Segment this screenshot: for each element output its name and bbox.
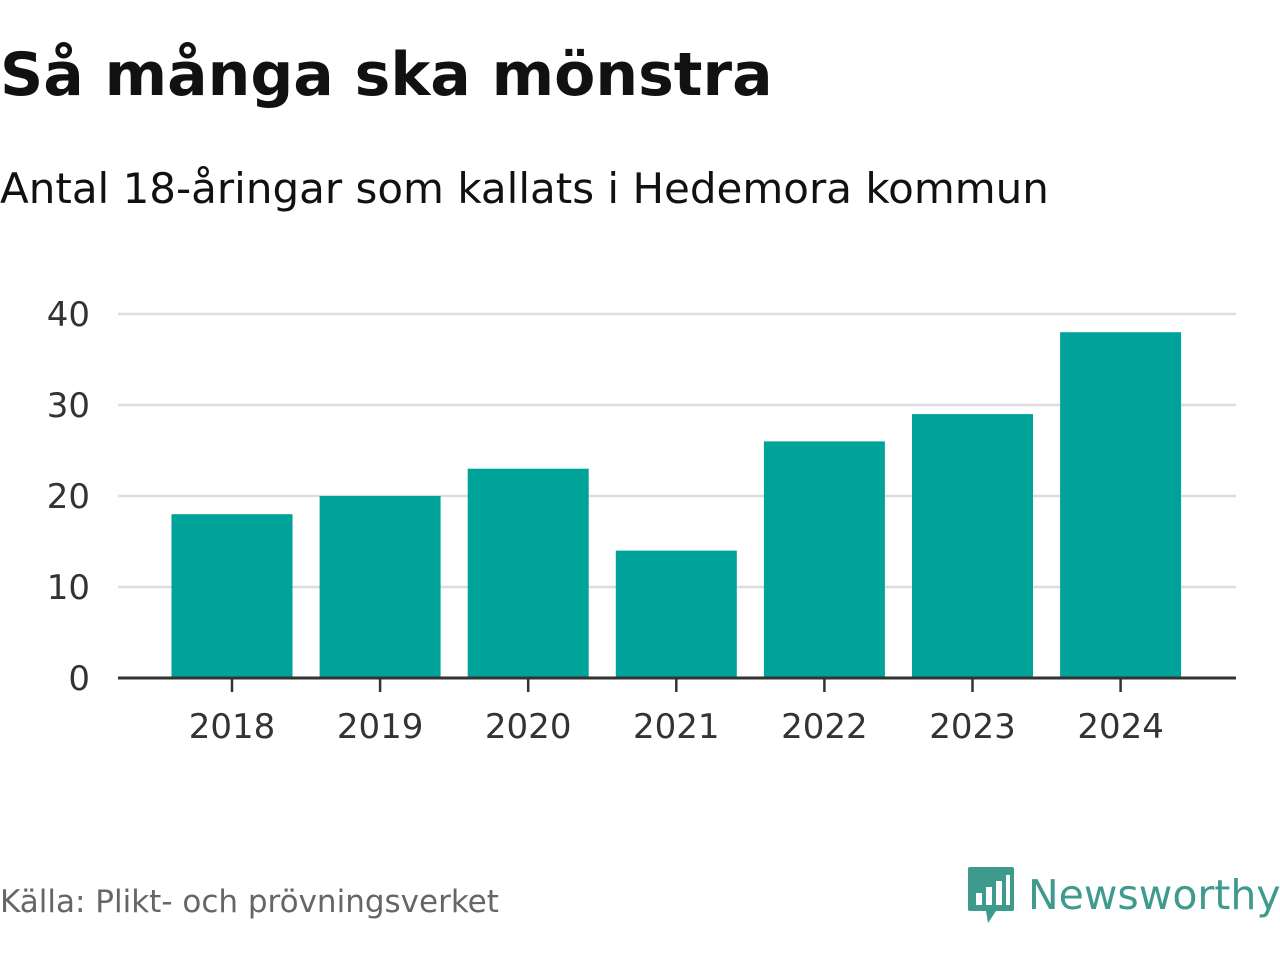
chart-subtitle: Antal 18-åringar som kallats i Hedemora … [0, 164, 1049, 213]
x-tick-label: 2023 [929, 707, 1016, 747]
bar-2020 [467, 468, 589, 678]
bar-2024 [1060, 332, 1182, 678]
x-tick-label: 2018 [189, 707, 276, 747]
y-tick-label: 40 [47, 295, 90, 335]
bars [171, 332, 1182, 678]
newsworthy-logo-icon [968, 867, 1014, 923]
chart-title: Så många ska mönstra [0, 40, 773, 110]
x-tick-label: 2020 [485, 707, 572, 747]
y-tick-label: 30 [47, 386, 90, 426]
brand-name: Newsworthy [1028, 871, 1280, 919]
y-tick-label: 0 [68, 659, 90, 699]
bar-2023 [912, 414, 1033, 678]
brand-logo: Newsworthy [966, 864, 1280, 926]
y-axis-tick-labels: 0 10 20 30 40 [47, 295, 90, 699]
bar-2019 [319, 496, 441, 678]
x-tick-label: 2019 [337, 707, 424, 747]
y-tick-label: 10 [47, 568, 90, 608]
x-tick-label: 2021 [633, 707, 720, 747]
x-tick-label: 2024 [1077, 707, 1164, 747]
bar-2018 [171, 514, 293, 678]
bar-2022 [763, 441, 885, 678]
x-tick-label: 2022 [781, 707, 868, 747]
source-note: Källa: Plikt- och prövningsverket [0, 884, 499, 920]
y-tick-label: 20 [47, 477, 90, 517]
bar-2021 [615, 550, 737, 678]
x-axis-ticks: 2018 2019 2020 2021 2022 2023 2024 [189, 678, 1164, 747]
